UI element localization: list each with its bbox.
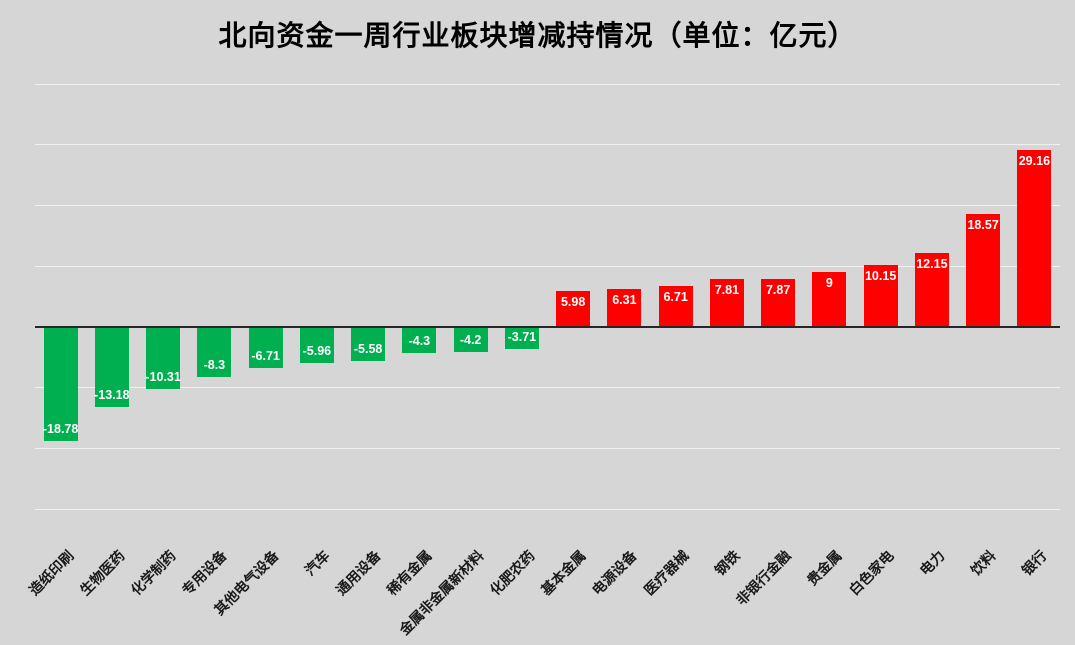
bar-value-label: -3.71 [507,330,537,345]
bar-value-label: 6.71 [663,290,688,305]
bar-钢铁 [709,279,744,327]
bar-value-label: -5.96 [302,344,332,359]
gridline [35,508,1060,510]
bar-金属非金属新材料 [453,326,488,353]
bar-value-label: 6.31 [612,292,637,307]
bar-饮料 [966,214,1001,327]
bar-化学制药 [146,326,181,390]
bar-化肥农药 [504,326,539,350]
bar-value-label: 18.57 [967,218,999,233]
bar-白色家电 [863,265,898,327]
bar-其他电气设备 [248,326,283,368]
bar-电源设备 [607,288,642,327]
bar-稀有金属 [402,326,437,353]
bar-汽车 [299,326,334,364]
gridline [35,204,1060,206]
bar-value-label: 7.87 [765,283,791,298]
bar-value-label: 9 [825,276,833,291]
bar-value-label: -10.31 [145,370,181,385]
bar-value-label: -13.18 [94,387,130,402]
bar-造纸印刷 [43,326,78,441]
bar-value-label: -8.3 [203,358,226,373]
bar-非银行金融 [761,279,796,327]
gridline [35,83,1060,85]
gridline [35,144,1060,146]
gridline [35,387,1060,389]
bar-基本金属 [556,290,591,327]
bar-专用设备 [197,326,232,378]
bar-银行 [1017,149,1052,327]
bar-通用设备 [351,326,386,361]
gridline [35,447,1060,449]
bar-value-label: 5.98 [560,294,586,309]
bar-value-label: -18.78 [42,421,79,436]
bar-value-label: 7.81 [714,283,740,298]
bar-value-label: 12.15 [916,257,948,272]
bar-value-label: -4.3 [408,333,431,348]
chart-title: 北向资金一周行业板块增减持情况（单位：亿元） [218,20,857,51]
bar-医疗器械 [658,286,693,327]
bar-value-label: 29.16 [1018,153,1051,168]
zero-axis-line [35,325,1060,328]
bar-value-label: -5.58 [353,341,383,356]
bar-value-label: 10.15 [864,269,897,284]
bar-电力 [914,253,949,327]
bar-value-label: -4.2 [459,333,482,348]
gridline [35,265,1060,267]
bar-贵金属 [812,272,847,327]
bar-value-label: -6.71 [251,348,280,363]
bar-生物医药 [94,326,129,407]
